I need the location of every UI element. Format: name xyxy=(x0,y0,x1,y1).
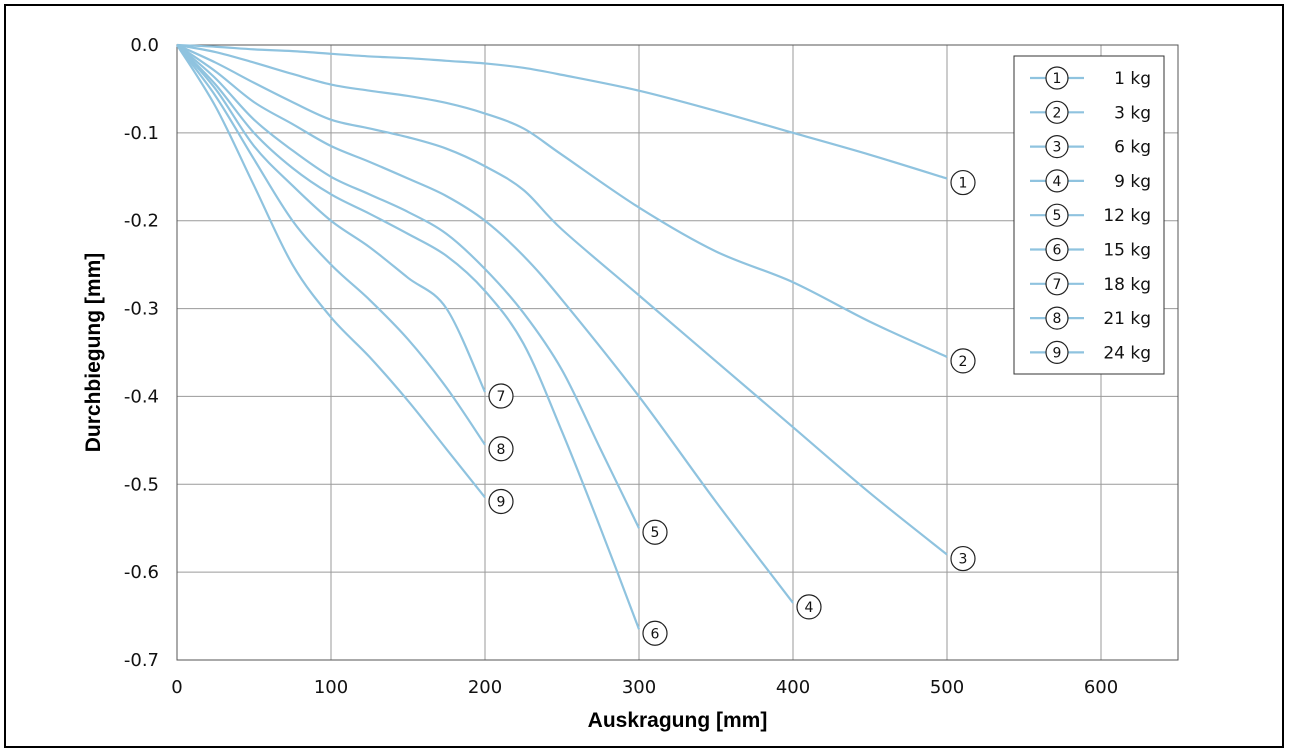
end-marker-2-circle xyxy=(950,348,976,374)
series-line-4 xyxy=(176,44,794,604)
end-marker-9: 9 xyxy=(497,494,506,510)
end-marker-2: 2 xyxy=(959,354,968,370)
legend-label-1: 1 kg xyxy=(1114,69,1151,89)
legend-label-8: 21 kg xyxy=(1103,309,1151,329)
end-marker-4-circle xyxy=(796,594,822,620)
legend-label-2: 3 kg xyxy=(1114,103,1151,123)
end-marker-4: 4 xyxy=(805,600,814,616)
legend-marker-4: 4 xyxy=(1053,174,1062,190)
legend-marker-2: 2 xyxy=(1053,105,1062,121)
legend-label-5: 12 kg xyxy=(1103,206,1151,226)
x-tick-label: 200 xyxy=(468,677,502,698)
legend-label-4: 9 kg xyxy=(1114,172,1151,192)
grid xyxy=(177,45,1178,660)
legend: 1 1 kg 2 3 kg 3 6 kg 4 9 kg 5 12 kg 6 15 kg 7 18 kg 8 2… xyxy=(1013,55,1165,375)
end-marker-1: 1 xyxy=(959,176,968,192)
series-lines: 1 2 3 4 5 6 7 8 9 xyxy=(176,43,976,646)
plot-area xyxy=(176,44,1179,661)
legend-label-3: 6 kg xyxy=(1114,138,1151,158)
legend-marker-2-circle xyxy=(1045,100,1069,124)
series-line-5 xyxy=(176,44,640,529)
x-tick-label: 600 xyxy=(1084,677,1118,698)
legend-marker-4-circle xyxy=(1045,169,1069,193)
series-line-3 xyxy=(176,43,948,556)
series-line-8 xyxy=(176,44,486,446)
end-marker-7: 7 xyxy=(497,389,506,405)
y-tick-label: -0.1 xyxy=(124,123,159,144)
end-marker-9-circle xyxy=(488,488,514,515)
y-tick-label: -0.3 xyxy=(124,299,159,320)
legend-marker-3-circle xyxy=(1045,135,1069,159)
legend-label-9: 24 kg xyxy=(1103,343,1151,363)
x-tick-label: 300 xyxy=(622,677,656,698)
y-tick-label: -0.4 xyxy=(124,386,159,407)
legend-label-7: 18 kg xyxy=(1103,275,1151,295)
figure-frame xyxy=(4,4,1284,748)
end-marker-8: 8 xyxy=(497,442,506,458)
x-tick-label: 100 xyxy=(314,677,348,698)
legend-marker-1-circle xyxy=(1045,66,1069,90)
x-tick-label: 400 xyxy=(776,677,810,698)
end-marker-6-circle xyxy=(642,620,668,646)
series-line-7 xyxy=(176,44,486,393)
y-tick-label: 0.0 xyxy=(130,35,159,56)
legend-marker-9: 9 xyxy=(1053,345,1062,361)
end-marker-1-circle xyxy=(950,169,976,196)
end-marker-5: 5 xyxy=(651,525,660,541)
legend-marker-8-circle xyxy=(1045,306,1069,330)
legend-label-6: 15 kg xyxy=(1103,241,1151,261)
end-marker-3-circle xyxy=(950,545,976,572)
legend-marker-7-circle xyxy=(1045,272,1069,296)
x-axis-title: Auskragung [mm] xyxy=(588,709,768,732)
end-marker-5-circle xyxy=(642,519,668,545)
x-tick-label: 0 xyxy=(171,677,182,698)
legend-marker-5: 5 xyxy=(1053,208,1062,224)
series-line-1 xyxy=(176,43,948,180)
tick-labels: 0 100 200 300 400 500 600 0.0 -0.1 -0.2 -0.3 -0.4 -0… xyxy=(124,35,1118,698)
legend-marker-5-circle xyxy=(1045,203,1069,227)
legend-marker-1: 1 xyxy=(1053,71,1062,87)
legend-marker-7: 7 xyxy=(1053,277,1062,293)
end-marker-7-circle xyxy=(488,383,514,409)
y-tick-label: -0.6 xyxy=(124,562,159,583)
series-line-9 xyxy=(176,44,486,499)
y-tick-label: -0.7 xyxy=(124,650,159,671)
y-tick-label: -0.5 xyxy=(124,474,159,495)
series-line-6 xyxy=(176,44,641,630)
end-marker-8-circle xyxy=(488,436,514,462)
y-axis-title: Durchbiegung [mm] xyxy=(82,253,105,453)
end-marker-6: 6 xyxy=(651,626,660,642)
y-tick-label: -0.2 xyxy=(124,211,159,232)
legend-marker-3: 3 xyxy=(1053,140,1062,156)
legend-marker-8: 8 xyxy=(1053,311,1062,327)
legend-marker-6: 6 xyxy=(1053,243,1062,259)
series-line-2 xyxy=(176,43,948,358)
end-marker-3: 3 xyxy=(959,552,968,568)
legend-marker-6-circle xyxy=(1045,237,1069,262)
x-tick-label: 500 xyxy=(930,677,964,698)
legend-marker-9-circle xyxy=(1045,340,1069,364)
